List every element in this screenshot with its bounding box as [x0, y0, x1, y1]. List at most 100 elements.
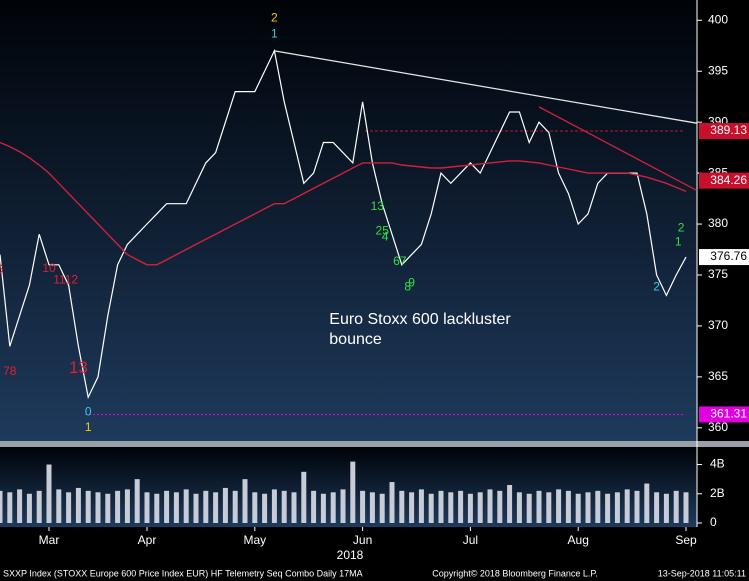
trendline	[538, 106, 698, 192]
volume-bar	[154, 493, 160, 523]
volume-bar	[291, 492, 297, 523]
x-tick-label: Sep	[675, 533, 697, 547]
volume-bar	[448, 492, 454, 523]
volume-bar	[330, 492, 336, 523]
price-tag	[699, 249, 749, 266]
volume-bar	[252, 492, 258, 523]
volume-bar	[26, 493, 32, 523]
volume-bar	[115, 490, 121, 523]
sequence-count: 1	[271, 27, 278, 41]
panel-divider	[0, 441, 749, 447]
volume-tick-label: 2B	[710, 486, 725, 500]
sequence-count: 4	[382, 229, 389, 243]
y-tick-label: 375	[708, 267, 728, 281]
sequence-count: 2	[653, 279, 660, 293]
volume-bar	[134, 479, 140, 523]
x-tick-label: Jun	[353, 533, 372, 547]
footer-left: SXXP Index (STOXX Europe 600 Price Index…	[3, 568, 363, 578]
price-tag-label: 361.31	[710, 407, 747, 421]
footer-right: 13-Sep-2018 11:05:11	[658, 568, 746, 578]
y-tick-label: 400	[708, 12, 728, 26]
volume-bar	[360, 490, 366, 523]
volume-bar	[7, 492, 13, 523]
volume-bar	[458, 490, 464, 523]
volume-bar	[399, 490, 405, 523]
volume-bar	[213, 492, 219, 523]
volume-bar	[66, 492, 72, 523]
volume-bar	[565, 490, 571, 523]
sequence-count: 9	[408, 275, 415, 289]
volume-bar	[526, 493, 532, 523]
volume-bar	[536, 490, 542, 523]
x-tick-label: Aug	[568, 533, 589, 547]
x-tick-label: Apr	[138, 533, 157, 547]
volume-bar	[497, 490, 503, 523]
volume-bar	[271, 489, 277, 523]
x-tick-label: Jul	[463, 533, 478, 547]
volume-bar	[418, 489, 424, 523]
volume-bar	[95, 492, 101, 523]
volume-bar	[124, 489, 130, 523]
volume-axis	[697, 447, 749, 527]
volume-bar	[301, 471, 307, 523]
volume-bar	[56, 489, 62, 523]
x-tick-label: Mar	[39, 533, 60, 547]
sequence-count: 6	[0, 262, 4, 276]
volume-bar	[614, 492, 620, 523]
volume-bar	[634, 490, 640, 523]
volume-bar	[183, 489, 189, 523]
y-tick-label: 370	[708, 318, 728, 332]
volume-bar	[467, 493, 473, 523]
year-label: 2018	[337, 548, 364, 562]
sequence-count: 67	[393, 254, 407, 268]
y-tick-label: 365	[708, 369, 728, 383]
volume-bar	[624, 489, 630, 523]
sequence-count: 8	[404, 279, 411, 293]
volume-bar	[232, 490, 238, 523]
y-tick-label: 360	[708, 420, 728, 434]
volume-bar	[369, 492, 375, 523]
volume-bar	[428, 493, 434, 523]
volume-bar	[605, 493, 611, 523]
sequence-count: 1	[85, 420, 92, 434]
volume-bar	[242, 479, 248, 523]
volume-bar	[144, 492, 150, 523]
volume-bar	[36, 490, 42, 523]
volume-bar	[350, 461, 356, 523]
volume-bar	[222, 487, 228, 523]
price-tag-label: 376.76	[710, 249, 747, 263]
volume-bar	[663, 493, 669, 523]
volume-bar	[516, 492, 522, 523]
sequence-count: 2	[678, 220, 685, 234]
sequence-count: 78	[3, 364, 17, 378]
x-tick-label: May	[243, 533, 266, 547]
volume-bar	[46, 464, 52, 523]
sequence-count: 1112	[53, 272, 78, 286]
volume-bar	[575, 493, 581, 523]
price-tag	[699, 172, 749, 189]
y-tick-label: 380	[708, 216, 728, 230]
volume-bar	[389, 482, 395, 523]
price-tag-label: 384.26	[710, 173, 747, 187]
volume-bar	[644, 483, 650, 523]
volume-bar	[673, 490, 679, 523]
volume-bar	[477, 492, 483, 523]
price-tag	[699, 123, 749, 140]
sequence-count: 2	[271, 10, 278, 24]
volume-tick-label: 4B	[710, 457, 725, 471]
volume-bar	[379, 493, 385, 523]
volume-bar	[75, 487, 81, 523]
price-axis	[697, 0, 749, 441]
volume-bar	[438, 490, 444, 523]
volume-bar	[173, 492, 179, 523]
y-tick-label: 395	[708, 63, 728, 77]
sequence-count: 0	[85, 405, 92, 419]
volume-tick-label: 0	[710, 515, 717, 529]
volume-bar	[409, 492, 415, 523]
volume-bar	[507, 485, 513, 523]
volume-bar	[683, 492, 689, 523]
volume-bar	[654, 492, 660, 523]
volume-bar	[105, 493, 111, 523]
